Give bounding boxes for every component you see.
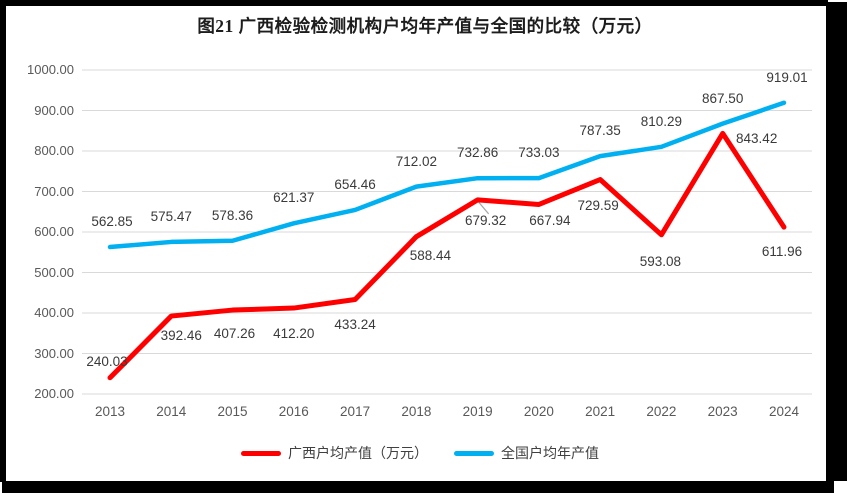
x-tick-label: 2020 (523, 404, 554, 419)
x-tick-label: 2023 (707, 404, 738, 419)
frame-border-right (826, 2, 847, 481)
leader-line (477, 200, 490, 215)
y-tick-label: 300.00 (34, 345, 74, 361)
data-label: 712.02 (395, 153, 437, 169)
legend-label-national: 全国户均年产值 (501, 445, 599, 461)
y-tick-label: 900.00 (34, 102, 74, 118)
data-label: 392.46 (160, 328, 202, 344)
data-label: 588.44 (409, 247, 451, 263)
data-label: 843.42 (736, 131, 778, 147)
y-tick-label: 1000.00 (27, 62, 74, 77)
y-tick-label: 600.00 (34, 224, 74, 239)
data-label: 867.50 (702, 90, 744, 106)
data-label: 578.36 (211, 207, 254, 223)
x-tick-label: 2015 (217, 404, 248, 419)
frame-border-left (0, 0, 6, 482)
frame-border-top (0, 0, 828, 6)
data-label: 732.86 (456, 145, 499, 161)
data-label: 667.94 (529, 213, 571, 229)
x-tick-label: 2017 (340, 404, 371, 419)
data-label: 562.85 (91, 214, 133, 230)
data-label: 679.32 (464, 212, 507, 228)
legend-swatch-guangxi-line (241, 450, 281, 456)
y-tick-label: 500.00 (34, 264, 74, 280)
data-label: 407.26 (213, 326, 256, 342)
legend-swatch-national-line (454, 450, 494, 456)
x-tick-label: 2013 (94, 404, 126, 419)
x-tick-label: 2019 (462, 404, 493, 419)
legend: 广西户均产值（万元） 全国户均年产值 (20, 443, 820, 463)
data-label: 810.29 (640, 113, 683, 129)
series-line-guangxi (107, 130, 787, 381)
x-tick-label: 2014 (156, 404, 187, 419)
data-label: 919.01 (766, 69, 808, 85)
x-tick-label: 2022 (646, 404, 677, 419)
data-label: 412.20 (273, 326, 315, 342)
data-label: 593.08 (639, 253, 682, 269)
data-label: 787.35 (579, 123, 621, 139)
data-label: 729.59 (577, 197, 619, 213)
data-label: 621.37 (273, 190, 315, 206)
y-tick-label: 200.00 (34, 386, 74, 401)
data-label: 654.46 (334, 176, 376, 192)
chart-title: 图21 广西检验检测机构户均年产值与全国的比较（万元） (197, 16, 653, 36)
x-tick-label: 2018 (401, 404, 432, 419)
data-label: 240.03 (86, 353, 128, 369)
legend-label-guangxi: 广西户均产值（万元） (288, 445, 428, 461)
legend-item-national: 全国户均年产值 (454, 443, 599, 463)
legend-item-guangxi: 广西户均产值（万元） (241, 443, 428, 463)
y-tick-label: 400.00 (34, 305, 74, 320)
data-label: 433.24 (334, 316, 376, 332)
frame-border-bottom (2, 481, 834, 493)
x-tick-label: 2016 (278, 404, 309, 419)
data-label: 611.96 (761, 244, 803, 260)
series-line-national (107, 100, 787, 250)
data-label: 733.03 (518, 145, 560, 161)
y-tick-label: 700.00 (34, 183, 74, 199)
x-tick-label: 2021 (585, 404, 616, 419)
y-tick-label: 800.00 (34, 143, 74, 158)
x-tick-label: 2024 (768, 404, 799, 419)
data-label: 575.47 (150, 208, 192, 224)
